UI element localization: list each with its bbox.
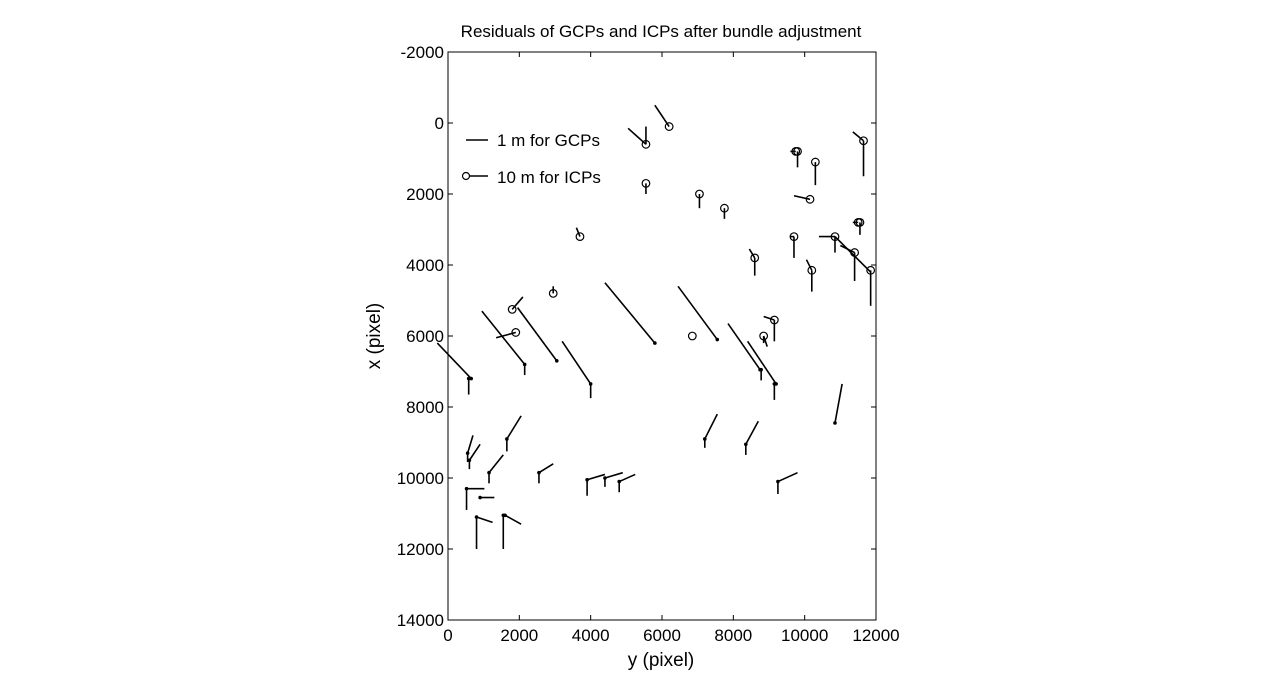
icp-point	[511, 328, 521, 337]
icp-residual-vector	[852, 131, 865, 142]
gcp-residual-vector	[604, 282, 656, 344]
icp-point	[548, 289, 558, 298]
gcp-point	[554, 359, 559, 363]
legend-gcp-label: 1 m for GCPs	[497, 131, 600, 150]
gcp-point	[501, 513, 506, 518]
gcp-point	[469, 376, 473, 381]
x-tick-label: 12000	[852, 626, 899, 645]
icp-point	[695, 189, 704, 199]
legend: 1 m for GCPs 10 m for ICPs	[461, 131, 601, 187]
x-axis-label: y (pixel)	[628, 650, 695, 671]
x-tick-label: 8000	[714, 626, 752, 645]
icp-residual-vector	[763, 315, 775, 321]
icp-point	[853, 217, 863, 227]
gcp-point	[772, 382, 777, 386]
gcp-residual-vector	[538, 463, 554, 474]
gcp-residual-vector	[704, 413, 718, 440]
gcp-point	[715, 337, 720, 342]
legend-icp-label: 10 m for ICPs	[497, 168, 601, 187]
icp-point	[664, 122, 674, 131]
gcp-residual-vector	[834, 383, 843, 424]
x-tick-label: 2000	[500, 626, 538, 645]
gcp-residual-vector	[746, 340, 777, 385]
data-marks	[436, 104, 876, 549]
gcp-point	[653, 341, 657, 345]
icp-point	[791, 146, 801, 156]
gcp-residual-vector	[466, 435, 474, 454]
icp-point	[687, 331, 697, 341]
icp-point	[859, 136, 868, 146]
icp-point	[805, 194, 815, 204]
icp-residual-vector	[748, 248, 756, 259]
y-tick-label: 4000	[406, 256, 444, 275]
chart-title: Residuals of GCPs and ICPs after bundle …	[461, 22, 862, 41]
icp-point	[807, 265, 817, 275]
y-tick-label: 12000	[397, 540, 444, 559]
y-tick-label: 8000	[406, 398, 444, 417]
y-axis-ticks: -2000 0 2000 4000 6000 8000 10000 12000 14000	[397, 43, 876, 630]
y-tick-label: 2000	[406, 185, 444, 204]
gcp-residual-vector	[516, 307, 558, 362]
x-tick-label: 10000	[781, 626, 828, 645]
icp-point	[789, 232, 799, 242]
icp-residual-vector	[511, 296, 524, 310]
gcp-residual-vector	[586, 473, 606, 481]
gcp-point	[466, 376, 471, 381]
x-tick-label: 6000	[643, 626, 681, 645]
y-tick-label: 0	[435, 114, 444, 133]
gcp-point	[833, 421, 837, 425]
icp-point	[866, 265, 876, 275]
icp-point	[641, 178, 651, 188]
gcp-point	[759, 367, 763, 372]
icp-point	[720, 203, 729, 213]
icp-residual-vector	[805, 259, 813, 271]
x-axis-ticks: 0 2000 4000 6000 8000 10000 12000	[443, 52, 900, 645]
gcp-residual-vector	[604, 471, 623, 479]
gcp-residual-vector	[561, 340, 592, 385]
y-tick-label: 10000	[397, 469, 444, 488]
gcp-residual-vector	[745, 420, 760, 445]
gcp-residual-vector	[777, 471, 798, 483]
y-axis-label: x (pixel)	[364, 303, 385, 370]
y-tick-label: 14000	[397, 611, 444, 630]
gcp-residual-vector	[436, 342, 472, 380]
icp-residual-vector	[575, 227, 581, 237]
icp-point	[750, 253, 760, 263]
y-tick-label: 6000	[406, 327, 444, 346]
gcp-residual-vector	[481, 310, 526, 365]
icp-residual-vector	[834, 236, 872, 273]
icp-point	[575, 232, 585, 242]
icp-residual-vector	[793, 194, 811, 201]
gcp-residual-vector	[727, 323, 761, 371]
gcp-residual-vector	[488, 454, 504, 474]
y-tick-label: -2000	[401, 43, 444, 62]
x-tick-label: 0	[443, 626, 452, 645]
gcp-residual-vector	[468, 443, 481, 461]
gcp-point	[478, 495, 482, 500]
gcp-residual-vector	[504, 514, 522, 525]
gcp-residual-vector	[506, 415, 522, 440]
icp-point	[507, 304, 517, 314]
gcp-residual-vector	[476, 516, 493, 524]
x-tick-label: 4000	[572, 626, 610, 645]
icp-point	[810, 157, 820, 167]
gcp-residual-vector	[677, 285, 718, 341]
gcp-residual-vector	[618, 473, 636, 483]
